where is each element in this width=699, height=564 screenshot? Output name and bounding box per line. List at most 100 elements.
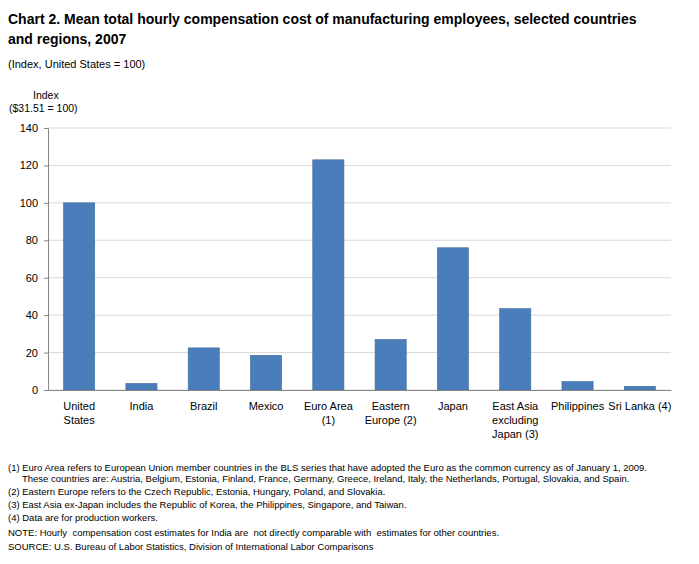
x-tick: Euro Area (1)	[304, 390, 354, 426]
y-tick-mark	[44, 165, 48, 166]
y-tick-mark	[44, 278, 48, 279]
x-tick: East Asia excluding Japan (3)	[492, 390, 539, 440]
grid-line	[48, 352, 671, 353]
note: These countries are: Austria, Belgium, E…	[22, 473, 629, 484]
title-line: and regions, 2007	[8, 31, 126, 47]
x-tick-label-line: United	[63, 400, 95, 412]
y-tick: 80	[26, 234, 48, 246]
y-tick-label: 80	[26, 234, 38, 246]
y-tick-mark	[44, 390, 48, 391]
x-tick: Mexico	[249, 390, 284, 412]
grid-line	[48, 240, 671, 241]
x-tick-label-line: Japan (3)	[492, 428, 538, 440]
y-tick-mark	[44, 315, 48, 316]
x-tick-label: Brazil	[190, 400, 218, 412]
x-tick-label: Euro Area (1)	[304, 400, 354, 426]
y-tick-mark	[44, 240, 48, 241]
x-tick-label-line: Brazil	[190, 400, 218, 412]
note: NOTE: Hourly compensation cost estimates…	[8, 527, 499, 538]
bar	[624, 386, 655, 390]
bar	[126, 383, 157, 390]
bar	[375, 339, 406, 390]
notes: (1) Euro Area refers to European Union m…	[8, 462, 647, 552]
grid-line	[48, 277, 671, 278]
subtitle: (Index, United States = 100)	[8, 58, 145, 70]
title-line: Chart 2. Mean total hourly compensation …	[8, 11, 637, 27]
y-tick-label: 100	[20, 197, 38, 209]
title: Chart 2. Mean total hourly compensation …	[8, 11, 637, 47]
x-tick-label-line: Euro Area	[304, 400, 354, 412]
bar	[437, 248, 468, 390]
x-axis-line	[49, 390, 672, 391]
y-tick-label: 60	[26, 272, 38, 284]
x-tick: Japan	[438, 390, 468, 412]
x-tick-label: East Asia excluding Japan (3)	[492, 400, 539, 440]
y-axis: 0 20 40 60 80 100 120 140	[20, 122, 49, 396]
y-tick-label: 0	[32, 384, 38, 396]
note: (4) Data are for production workers.	[8, 512, 158, 523]
grid	[48, 128, 671, 390]
y-tick: 120	[20, 159, 48, 171]
x-tick-label-line: (1)	[322, 414, 335, 426]
bar	[500, 309, 531, 390]
x-tick-label: Sri Lanka (4)	[608, 400, 671, 412]
x-tick-label-line: States	[64, 414, 96, 426]
x-tick: Philippines	[551, 390, 605, 412]
note: (3) East Asia ex-Japan includes the Repu…	[8, 499, 407, 510]
y-tick: 140	[20, 122, 48, 134]
x-tick: India	[130, 390, 155, 412]
y-tick-label: 20	[26, 347, 38, 359]
x-tick-label: Eastern Europe (2)	[365, 400, 417, 426]
grid-line	[48, 165, 671, 166]
y-tick: 40	[26, 309, 48, 321]
y-axis-label: ($31.51 = 100)	[9, 102, 78, 114]
x-tick-label-line: Europe (2)	[365, 414, 417, 426]
y-tick: 60	[26, 272, 48, 284]
y-tick: 0	[32, 384, 48, 396]
bar	[64, 203, 95, 390]
bar	[188, 348, 219, 390]
y-tick-mark	[44, 353, 48, 354]
y-axis-line	[44, 129, 49, 391]
y-tick-label: 40	[26, 309, 38, 321]
x-tick-label-line: Japan	[438, 400, 468, 412]
y-tick-label: 120	[20, 159, 38, 171]
x-tick-label: Japan	[438, 400, 468, 412]
chart: Chart 2. Mean total hourly compensation …	[0, 0, 699, 564]
bars	[64, 160, 656, 390]
x-tick-label: India	[130, 400, 155, 412]
x-tick-label-line: Mexico	[249, 400, 284, 412]
x-tick: Sri Lanka (4)	[608, 390, 671, 412]
x-tick: Eastern Europe (2)	[365, 390, 417, 426]
y-tick-mark	[44, 128, 48, 129]
x-tick: United States	[63, 390, 95, 426]
bar	[562, 382, 593, 390]
grid-line	[48, 315, 671, 316]
bar	[250, 355, 281, 390]
y-tick: 100	[20, 197, 48, 209]
x-tick-label-line: Sri Lanka (4)	[608, 400, 671, 412]
grid-line	[48, 202, 671, 203]
note: (2) Eastern Europe refers to the Czech R…	[8, 486, 385, 497]
x-tick-label-line: Philippines	[551, 400, 605, 412]
note: (1) Euro Area refers to European Union m…	[8, 462, 647, 473]
x-axis: United States India Brazil Mexico Euro Area (1…	[49, 390, 672, 440]
y-axis-label-line: Index	[33, 89, 59, 101]
x-tick-label-line: India	[130, 400, 155, 412]
y-axis-label-line: ($31.51 = 100)	[9, 102, 78, 114]
x-tick-label: Mexico	[249, 400, 284, 412]
x-tick-label: Philippines	[551, 400, 605, 412]
bar	[313, 160, 344, 390]
x-tick-label: United States	[63, 400, 95, 426]
x-tick-label-line: East Asia	[492, 400, 539, 412]
x-tick-label-line: Eastern	[372, 400, 410, 412]
x-tick-label-line: excluding	[492, 414, 538, 426]
subtitle-line: (Index, United States = 100)	[8, 58, 145, 70]
y-tick: 20	[26, 347, 48, 359]
y-axis-label: Index	[33, 89, 59, 101]
y-tick-mark	[44, 203, 48, 204]
grid-line	[48, 128, 671, 129]
x-tick: Brazil	[190, 390, 218, 412]
y-tick-label: 140	[20, 122, 38, 134]
note: SOURCE: U.S. Bureau of Labor Statistics,…	[8, 541, 374, 552]
